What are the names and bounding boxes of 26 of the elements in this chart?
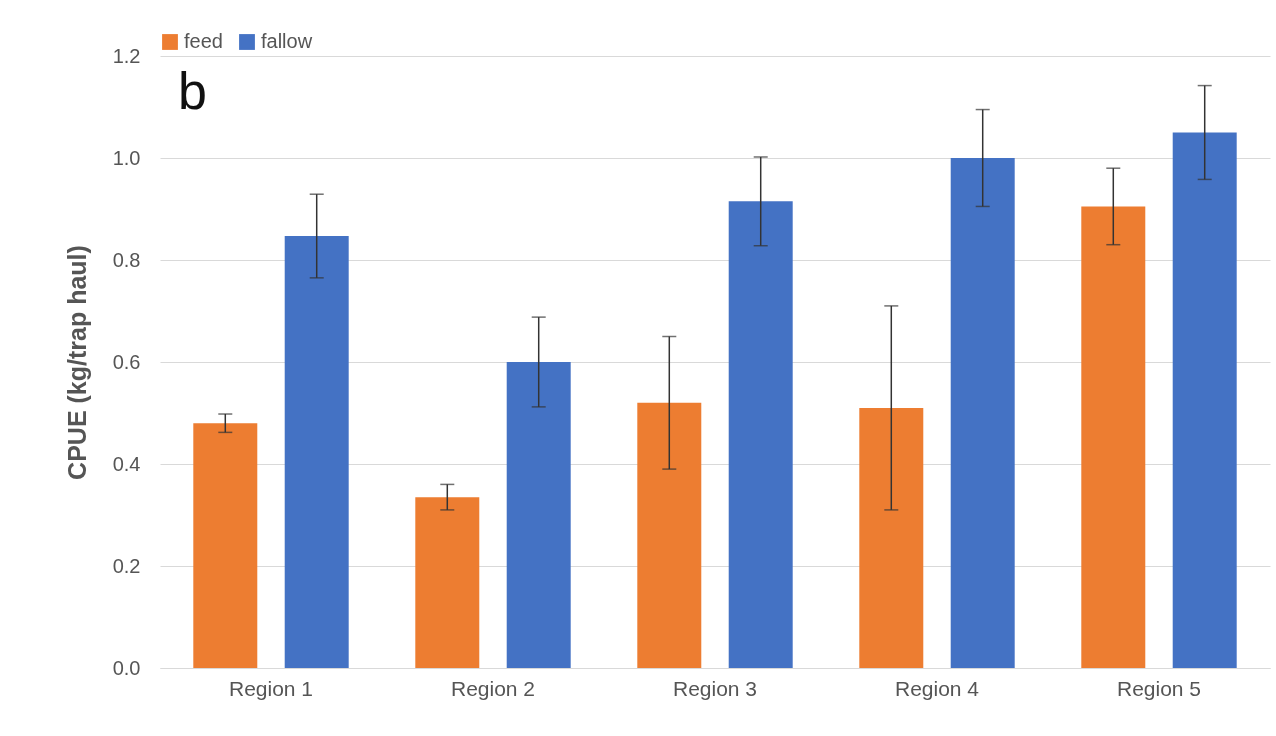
y-tick-label: 0.8	[112, 248, 141, 271]
x-tick-label: Region 2	[450, 676, 536, 700]
x-tick-label: Region 5	[1116, 676, 1202, 700]
y-tick-label: 0.4	[112, 452, 141, 475]
bar	[1172, 132, 1237, 668]
bar	[1081, 206, 1146, 668]
x-tick-label: Region 3	[672, 676, 758, 700]
y-tick-label: 1.2	[112, 44, 141, 67]
bar	[728, 201, 793, 668]
y-tick-label: 0.0	[112, 656, 141, 679]
y-tick-label: 0.2	[112, 554, 141, 577]
bar	[637, 402, 702, 668]
bar	[193, 423, 258, 668]
bar	[415, 497, 480, 668]
bar	[950, 158, 1015, 668]
legend-label: fallow	[261, 30, 313, 52]
y-axis-title: CPUE (kg/trap haul)	[62, 245, 91, 480]
legend-label: feed	[184, 30, 223, 52]
x-tick-label: Region 4	[894, 676, 980, 700]
y-tick-label: 1.0	[112, 146, 141, 169]
bar	[506, 362, 571, 668]
y-tick-label: 0.6	[112, 350, 141, 373]
x-tick-label: Region 1	[228, 676, 314, 700]
bar	[284, 236, 349, 668]
annotation: b	[178, 62, 207, 120]
bar	[859, 407, 924, 668]
